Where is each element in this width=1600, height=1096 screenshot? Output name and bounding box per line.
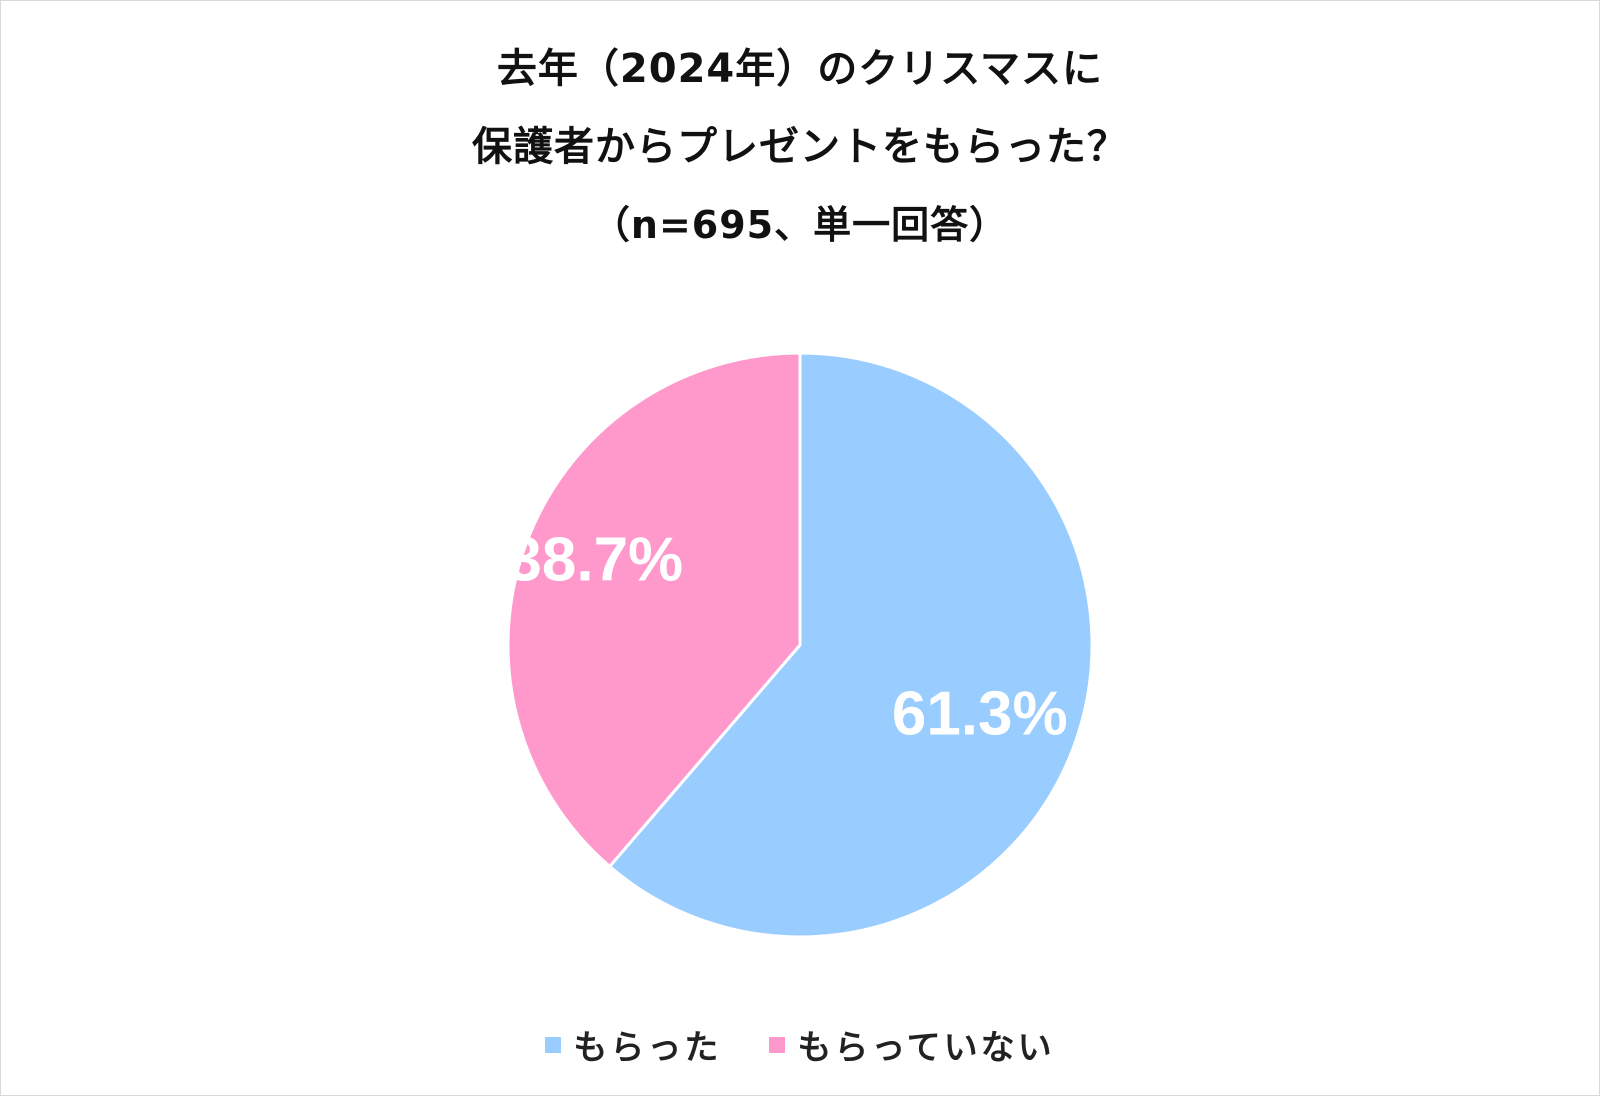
legend-swatch-not-received bbox=[769, 1036, 786, 1053]
legend-label-not-received: もらっていない bbox=[797, 1028, 1055, 1068]
chart-title-line-1: 去年（2024年）のクリスマスに bbox=[496, 46, 1104, 92]
legend: もらった もらっていない bbox=[0, 1020, 1600, 1069]
chart-title-line-2: 保護者からプレゼントをもらった？ bbox=[472, 124, 1128, 170]
chart-title: 去年（2024年）のクリスマスに 保護者からプレゼントをもらった？ （n=695… bbox=[0, 30, 1600, 264]
pie-slice-received bbox=[608, 351, 1094, 939]
pie-labels: 61.3% 38.7% bbox=[507, 525, 1067, 748]
pie-slice-not-received bbox=[506, 351, 802, 868]
legend-label-received: もらった bbox=[573, 1028, 722, 1068]
legend-item-received: もらった bbox=[545, 1020, 721, 1069]
legend-item-not-received: もらっていない bbox=[769, 1020, 1054, 1069]
pie-label-received: 61.3% bbox=[892, 679, 1068, 748]
pie-label-not-received: 38.7% bbox=[507, 525, 683, 594]
chart-subtitle: （n=695、単一回答） bbox=[591, 203, 1009, 247]
legend-swatch-received bbox=[545, 1036, 562, 1053]
pie-slices bbox=[506, 351, 1094, 939]
